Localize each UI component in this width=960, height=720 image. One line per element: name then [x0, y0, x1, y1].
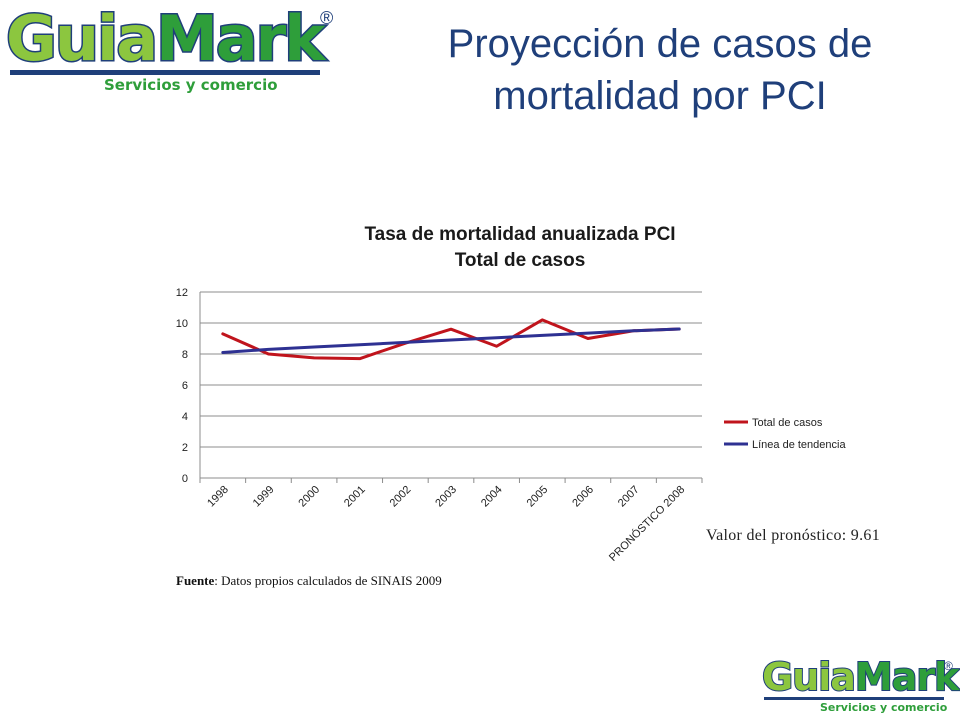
- y-tick-label: 10: [176, 318, 188, 330]
- chart-title: Tasa de mortalidad anualizada PCI Total …: [250, 222, 790, 274]
- slide-title: Proyección de casos de mortalidad por PC…: [390, 18, 930, 122]
- logo-small-registered-mark: ®: [944, 659, 953, 673]
- logo-wordmark: GuiaMark: [4, 2, 327, 75]
- logo-small-tagline: Servicios y comercio: [820, 701, 948, 714]
- logo-small-word-part2: Mark: [854, 654, 960, 700]
- source-label: Fuente: [176, 573, 215, 588]
- slide-title-line1: Proyección de casos de: [447, 22, 873, 66]
- x-tick-label: 1998: [205, 484, 231, 510]
- legend-label: Línea de tendencia: [752, 439, 846, 451]
- y-tick-label: 0: [182, 473, 188, 485]
- source-text: : Datos propios calculados de SINAIS 200…: [214, 573, 442, 588]
- series-trend-line: [221, 327, 681, 354]
- y-tick-label: 12: [176, 287, 188, 299]
- logo-word-part1: Guia: [4, 2, 159, 75]
- y-tick-label: 6: [182, 380, 188, 392]
- logo-tagline: Servicios y comercio: [104, 76, 278, 94]
- legend-label: Total de casos: [752, 417, 823, 429]
- x-tick-label: 2000: [296, 484, 322, 510]
- x-tick-label: 2007: [616, 484, 642, 510]
- x-tick-label: 2004: [479, 484, 505, 510]
- x-tick-label: 2005: [525, 484, 551, 510]
- forecast-value-text: Valor del pronóstico: 9.61: [706, 527, 880, 544]
- logo-underline: [10, 70, 320, 75]
- guiamark-logo: GuiaMark ® Servicios y comercio: [4, 2, 346, 96]
- logo-small-word-part1: Guia: [761, 654, 857, 700]
- logo-registered-mark: ®: [320, 8, 334, 28]
- x-tick-label: 2003: [433, 484, 459, 510]
- guiamark-logo-small: GuiaMark ® Servicios y comercio: [761, 654, 960, 717]
- chart-title-line2: Total de casos: [454, 250, 586, 271]
- logo-small-wordmark: GuiaMark: [761, 654, 960, 700]
- x-tick-label: 2001: [342, 484, 368, 510]
- y-tick-label: 4: [182, 411, 188, 423]
- source-note: Fuente: Datos propios calculados de SINA…: [176, 573, 442, 589]
- slide-title-line2: mortalidad por PCI: [493, 74, 827, 118]
- logo-small-underline: [764, 697, 944, 700]
- y-tick-label: 8: [182, 349, 188, 361]
- x-tick-label: 2002: [388, 484, 414, 510]
- x-tick-label: 1999: [251, 484, 277, 510]
- series-total-line: [221, 318, 681, 361]
- logo-word-part2: Mark: [155, 2, 327, 75]
- y-tick-label: 2: [182, 442, 188, 454]
- x-tick-label: 2006: [570, 484, 596, 510]
- chart-title-line1: Tasa de mortalidad anualizada PCI: [364, 224, 676, 245]
- x-tick-label: PRONÓSTICO 2008: [606, 483, 687, 564]
